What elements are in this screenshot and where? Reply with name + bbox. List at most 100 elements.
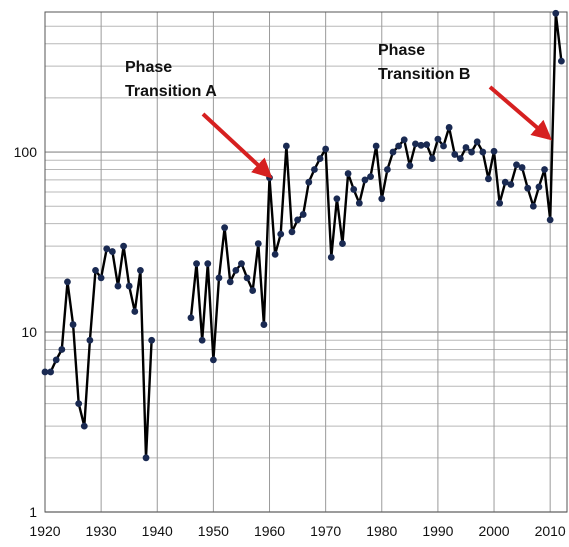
x-tick-label: 1960 <box>254 523 285 539</box>
x-tick-label: 1980 <box>366 523 397 539</box>
data-point <box>529 202 537 210</box>
data-point <box>294 216 301 224</box>
data-point <box>339 240 346 247</box>
annotation-b-arrow <box>488 85 553 141</box>
data-point <box>120 242 127 250</box>
data-point <box>282 142 290 150</box>
data-point <box>423 141 431 148</box>
data-point <box>92 266 99 274</box>
x-tick-label: 1970 <box>310 523 341 539</box>
data-point <box>406 162 414 170</box>
x-tick-label: 1940 <box>142 523 173 539</box>
data-point <box>367 173 374 181</box>
data-point <box>451 151 459 158</box>
data-point <box>80 422 88 430</box>
series-line-segment-2 <box>189 12 563 362</box>
data-point <box>350 186 358 193</box>
data-point <box>372 142 380 150</box>
data-point <box>557 57 565 65</box>
data-point <box>524 184 532 192</box>
data-point <box>187 314 195 322</box>
data-point <box>103 245 111 253</box>
data-point <box>69 321 77 328</box>
y-tick-label: 100 <box>14 144 38 160</box>
data-point <box>226 278 234 286</box>
annotation-a-arrow <box>201 112 273 179</box>
data-point <box>232 266 240 274</box>
x-tick-label: 1990 <box>422 523 453 539</box>
data-point <box>47 368 55 376</box>
data-point <box>468 148 475 156</box>
data-point <box>288 228 296 236</box>
data-point <box>513 161 520 169</box>
data-point <box>490 147 498 155</box>
data-point <box>322 145 330 153</box>
data-point <box>193 260 200 267</box>
data-point <box>41 368 49 376</box>
data-point <box>131 308 139 315</box>
data-point <box>209 356 217 364</box>
annotation-b-line2: Transition B <box>378 66 470 83</box>
data-point <box>412 140 419 148</box>
data-point <box>316 155 324 162</box>
data-point <box>148 336 156 344</box>
x-tick-label: 1920 <box>29 523 60 539</box>
data-point <box>501 178 509 186</box>
data-point <box>198 336 206 344</box>
x-tick-label: 1950 <box>198 523 229 539</box>
data-point <box>473 138 481 146</box>
y-tick-label: 10 <box>21 324 37 340</box>
data-point <box>86 336 94 344</box>
data-point <box>97 274 105 282</box>
plot-frame <box>44 11 568 513</box>
data-point <box>64 278 71 286</box>
data-point <box>125 282 133 290</box>
annotation-a-line1: Phase <box>125 59 172 76</box>
data-point <box>440 142 447 150</box>
data-point <box>428 155 436 162</box>
data-point <box>355 199 363 207</box>
annotation-a-line2: Transition A <box>125 83 217 100</box>
data-point <box>535 183 543 191</box>
data-point <box>305 178 313 186</box>
data-point <box>271 250 279 258</box>
data-point <box>254 240 262 247</box>
data-point <box>417 141 425 149</box>
data-point <box>456 155 464 162</box>
data-point <box>75 400 83 408</box>
data-point <box>434 135 442 143</box>
data-point <box>462 144 470 151</box>
data-point <box>546 216 554 224</box>
data-point <box>204 260 212 267</box>
data-point <box>277 230 285 238</box>
data-point <box>518 164 526 171</box>
data-point <box>361 176 369 184</box>
data-point <box>333 195 341 203</box>
data-point <box>299 211 307 218</box>
data-point <box>238 260 245 267</box>
x-tick-label: 1930 <box>86 523 117 539</box>
annotation-b-line1: Phase <box>378 42 425 59</box>
axes: 1920 1930 1940 1950 1960 1970 1980 1990 2000 2010… <box>14 144 566 539</box>
series <box>41 9 565 462</box>
data-point <box>260 321 268 328</box>
data-point <box>395 142 403 150</box>
data-point <box>383 166 391 173</box>
data-point <box>507 181 515 188</box>
data-point <box>552 9 560 17</box>
data-point <box>221 224 229 232</box>
series-line-segment-1 <box>45 244 153 459</box>
x-tick-label: 2010 <box>535 523 566 539</box>
x-tick-label: 2000 <box>478 523 509 539</box>
data-point <box>378 195 386 203</box>
y-tick-label: 1 <box>29 504 37 520</box>
data-point <box>215 274 223 282</box>
data-point <box>58 346 66 353</box>
data-point <box>389 148 397 156</box>
data-point <box>243 274 251 282</box>
data-point <box>311 166 318 173</box>
data-point <box>541 166 548 173</box>
data-point <box>496 199 504 207</box>
data-point <box>142 454 150 462</box>
data-point <box>108 248 116 255</box>
